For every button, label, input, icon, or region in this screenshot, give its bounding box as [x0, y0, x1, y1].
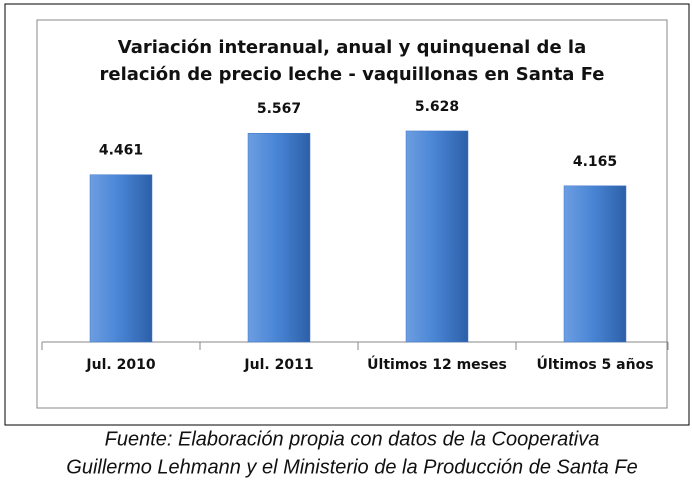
source-note: Guillermo Lehmann y el Ministerio de la … — [66, 456, 637, 478]
chart-title: relación de precio leche - vaquillonas e… — [100, 64, 605, 85]
bar — [563, 185, 627, 343]
bar — [405, 130, 469, 343]
data-label: 4.461 — [99, 143, 143, 159]
x-tick-label: Últimos 12 meses — [367, 355, 507, 373]
chart-title: Variación interanual, anual y quinquenal… — [118, 37, 586, 58]
x-tick-label: Últimos 5 años — [536, 355, 653, 373]
data-label: 4.165 — [573, 154, 617, 170]
data-label: 5.628 — [415, 99, 459, 115]
data-label: 5.567 — [257, 101, 301, 117]
source-note: Fuente: Elaboración propia con datos de … — [105, 428, 600, 450]
bar — [247, 132, 311, 343]
x-tick-label: Jul. 2011 — [243, 357, 313, 373]
x-tick-label: Jul. 2010 — [85, 357, 155, 373]
bar — [89, 174, 153, 343]
outer-frame — [4, 3, 690, 426]
